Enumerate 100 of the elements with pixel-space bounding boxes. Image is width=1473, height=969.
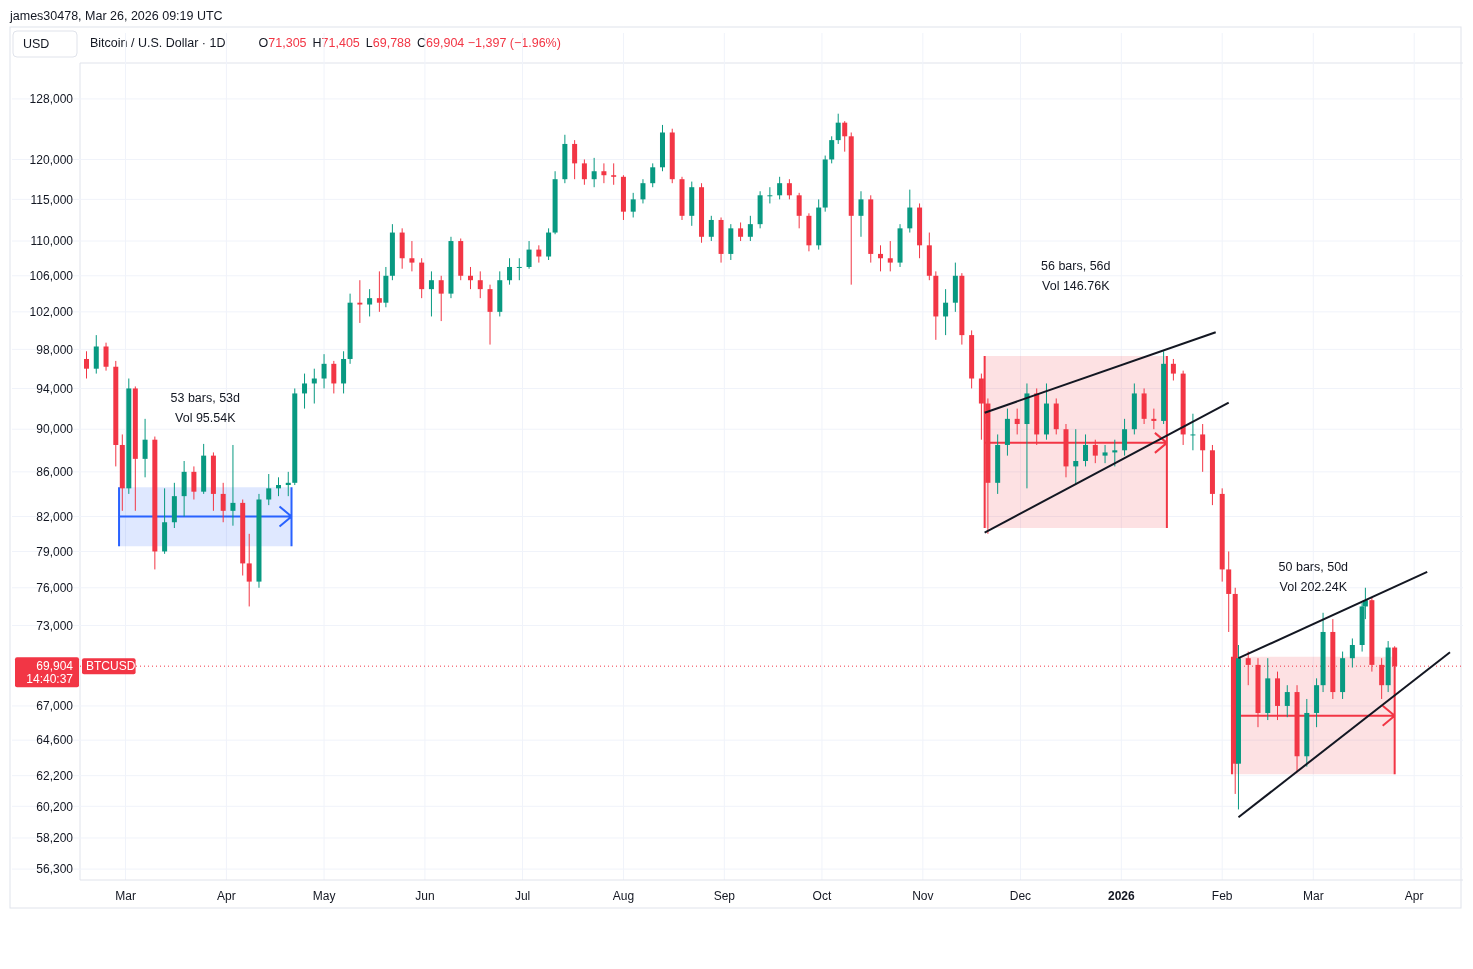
- x-tick-label: Feb: [1211, 889, 1233, 903]
- candlestick: [1349, 637, 1355, 669]
- candlestick: [191, 465, 197, 501]
- candlestick: [858, 190, 864, 238]
- y-tick-label: 62,200: [36, 768, 74, 783]
- candlestick: [516, 257, 522, 281]
- y-tick-label: 60,200: [36, 799, 74, 814]
- annotation: Vol 202.24K: [1279, 580, 1348, 595]
- candlestick: [708, 215, 714, 242]
- candlestick: [601, 162, 607, 184]
- candlestick: [321, 353, 327, 389]
- candlestick: [777, 176, 783, 200]
- x-tick-label: Mar: [115, 889, 136, 903]
- annotation: 56 bars, 56d: [1041, 259, 1111, 274]
- y-tick-label: 64,600: [36, 733, 74, 748]
- candlestick: [142, 418, 148, 478]
- candlestick: [611, 162, 617, 186]
- y-tick-label: 58,200: [36, 831, 74, 846]
- candlestick: [302, 373, 308, 410]
- x-tick-label: May: [312, 889, 336, 903]
- candlestick: [1073, 428, 1079, 486]
- candlestick: [487, 284, 493, 346]
- x-tick-label: Apr: [217, 889, 236, 903]
- candlestick: [878, 244, 884, 272]
- annotation: 50 bars, 50d: [1278, 560, 1349, 575]
- candlestick: [907, 189, 913, 234]
- candlestick: [546, 227, 552, 261]
- candlestick: [738, 221, 744, 242]
- candlestick: [467, 266, 473, 290]
- candlestick: [581, 158, 587, 186]
- x-tick-label: Jun: [415, 889, 435, 903]
- x-tick-label: Sep: [713, 889, 736, 903]
- candlestick: [1014, 408, 1020, 435]
- y-tick-label: 56,300: [36, 862, 74, 877]
- candlestick: [526, 240, 532, 270]
- candlestick: [428, 270, 434, 317]
- candlestick: [1083, 433, 1089, 467]
- x-tick-label: Aug: [612, 889, 635, 903]
- y-tick-label: 82,000: [36, 509, 74, 524]
- candlestick: [376, 270, 382, 313]
- candlestick: [591, 157, 597, 188]
- candlestick: [1170, 358, 1176, 381]
- x-tick-label: Jul: [514, 889, 531, 903]
- candlestick: [438, 275, 444, 322]
- candlestick: [367, 288, 373, 317]
- y-tick-label: 86,000: [36, 465, 74, 480]
- candlestick: [747, 215, 753, 242]
- candlestick: [1102, 444, 1108, 464]
- text: james30478, Mar 26, 2026 09:19 UTC: [9, 9, 223, 23]
- y-tick-label: 98,000: [36, 342, 74, 357]
- y-tick-label: 67,000: [36, 699, 74, 714]
- candlestick: [835, 113, 841, 145]
- candlestick: [285, 471, 291, 497]
- candlestick: [1151, 408, 1157, 430]
- candlestick: [842, 120, 848, 153]
- annotation: Vol 95.54K: [175, 410, 237, 425]
- y-tick-label: 79,000: [36, 544, 74, 559]
- y-tick-label: 73,000: [36, 618, 74, 633]
- candlestick: [331, 360, 337, 394]
- candlestick: [84, 350, 90, 380]
- x-tick-label: 2026: [1107, 889, 1135, 903]
- candlestick: [1190, 413, 1196, 451]
- y-tick-label: 90,000: [36, 422, 74, 437]
- candlestick: [266, 473, 272, 506]
- candlestick: [409, 240, 415, 272]
- x-tick-label: Oct: [812, 889, 832, 903]
- candlestick: [220, 482, 226, 523]
- x-tick-label: Apr: [1404, 889, 1424, 903]
- candlestick: [1122, 418, 1128, 457]
- annotation: Vol 146.76K: [1042, 279, 1111, 294]
- chart-title: Bitcoin / U.S. Dollar · 1D: [90, 36, 226, 50]
- text: 69,904: [36, 659, 74, 674]
- y-axis-title: USD: [23, 37, 50, 51]
- candlestick: [103, 342, 109, 372]
- candlestick: [93, 334, 99, 375]
- annotation: 53 bars, 53d: [170, 390, 241, 405]
- y-tick-label: 128,000: [29, 92, 74, 107]
- y-tick-label: 106,000: [29, 268, 74, 283]
- candlestick: [507, 257, 513, 286]
- candlestick: [477, 270, 483, 299]
- candlestick: [943, 288, 949, 336]
- ref-line-label: BTCUSD: [86, 659, 136, 674]
- candlestick: [1284, 684, 1290, 718]
- candlestick: [786, 178, 792, 200]
- x-tick-label: Nov: [912, 889, 934, 903]
- candlestick: [650, 162, 656, 188]
- candlestick: [640, 178, 646, 204]
- candlestick: [572, 139, 578, 180]
- candlestick: [357, 279, 363, 324]
- x-tick-label: Mar: [1302, 889, 1324, 903]
- candlestick: [829, 135, 835, 164]
- y-tick-label: 115,000: [30, 192, 74, 207]
- candlestick: [630, 192, 636, 218]
- y-tick-label: 120,000: [29, 152, 74, 167]
- y-tick-label: 76,000: [36, 580, 74, 595]
- text: 14:40:37: [26, 672, 74, 687]
- candlestick: [1200, 423, 1206, 473]
- y-tick-label: 102,000: [29, 305, 74, 320]
- candlestick: [1092, 439, 1098, 464]
- candlestick: [1112, 439, 1118, 467]
